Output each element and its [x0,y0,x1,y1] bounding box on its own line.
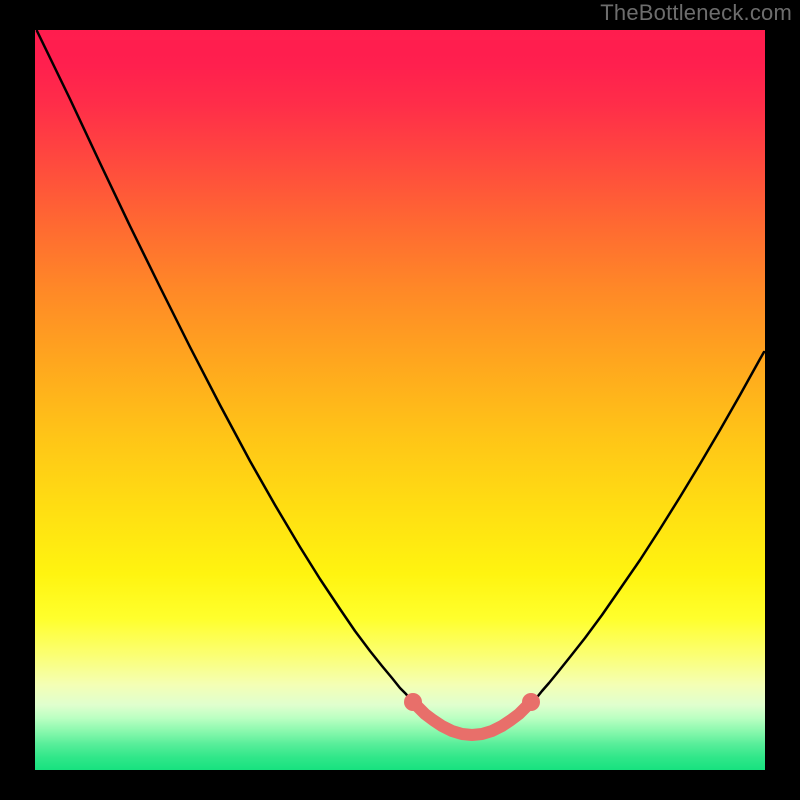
optimal-range-marker-right [522,693,540,711]
chart-svg [0,0,800,800]
watermark-text: TheBottleneck.com [600,0,792,26]
optimal-range-marker-left [404,693,422,711]
bottleneck-chart: TheBottleneck.com [0,0,800,800]
gradient-background [35,30,765,770]
